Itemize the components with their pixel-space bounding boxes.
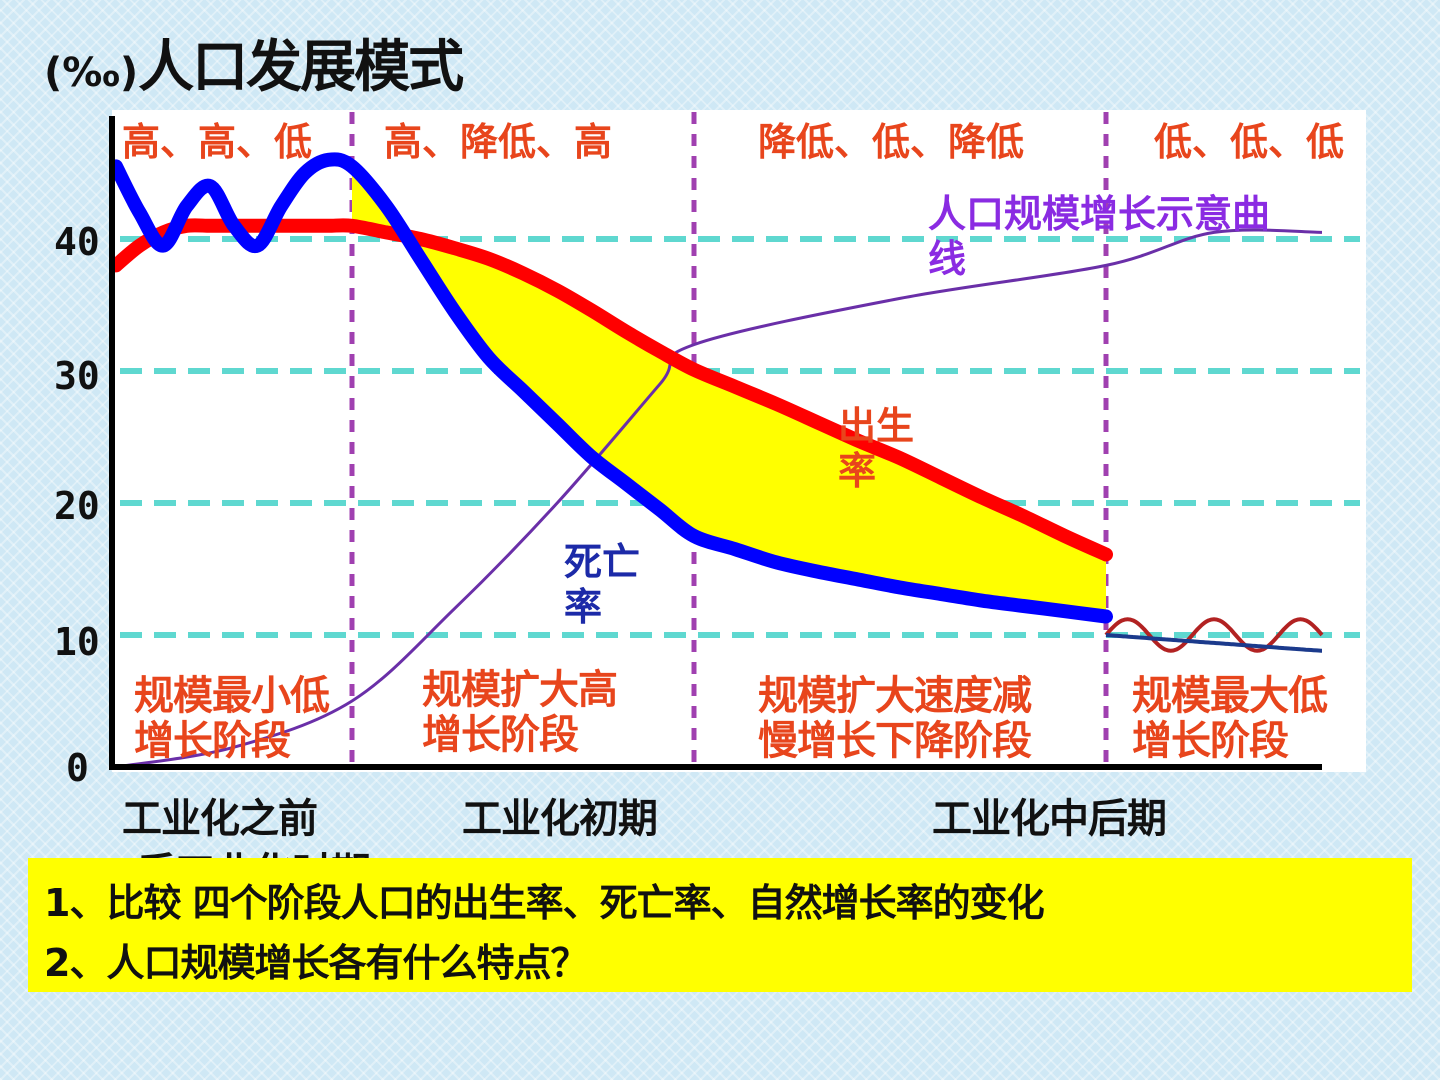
period-mid-late-industrial: 工业化中后期 (932, 796, 1167, 842)
period-pre-industrial: 工业化之前 (122, 796, 318, 842)
stage-rate-4: 低、低、低 (1154, 120, 1345, 164)
y-tick-10: 10 (54, 620, 100, 664)
y-tick-0: 0 (66, 746, 89, 790)
chart-title: (‰)人口发展模式 (44, 22, 464, 103)
period-early-industrial: 工业化初期 (462, 796, 658, 842)
title-text: 人口发展模式 (138, 35, 464, 100)
death-rate-label: 死亡率 (564, 540, 641, 629)
y-tick-40: 40 (54, 220, 100, 264)
post-industrial-death-rate (1105, 633, 1323, 653)
stage-rate-3: 降低、低、降低 (758, 120, 1025, 164)
population-size-curve (115, 228, 1323, 769)
y-unit: (‰) (44, 50, 139, 96)
question-box: 1、比较 四个阶段人口的出生率、死亡率、自然增长率的变化 2、人口规模增长各有什… (28, 858, 1412, 992)
population-curve-label: 人口规模增长示意曲线 (928, 192, 1271, 281)
stage-growth-3: 规模扩大速度减慢增长下降阶段 (758, 673, 1032, 764)
stage-rate-2: 高、降低、高 (384, 120, 613, 164)
stage-growth-2: 规模扩大高增长阶段 (422, 667, 618, 758)
question-1: 1、比较 四个阶段人口的出生率、死亡率、自然增长率的变化 (44, 881, 1045, 925)
y-tick-30: 30 (54, 354, 100, 398)
question-2: 2、人口规模增长各有什么特点？ (44, 941, 588, 985)
death-rate-curve (109, 152, 1113, 624)
stage-rate-1: 高、高、低 (122, 120, 313, 164)
stage-growth-1: 规模最小低增长阶段 (134, 673, 330, 764)
stage-growth-4: 规模最大低增长阶段 (1132, 673, 1328, 764)
y-tick-20: 20 (54, 484, 100, 528)
birth-rate-label: 出生率 (838, 404, 915, 493)
post-industrial-birth-rate (1104, 617, 1324, 653)
